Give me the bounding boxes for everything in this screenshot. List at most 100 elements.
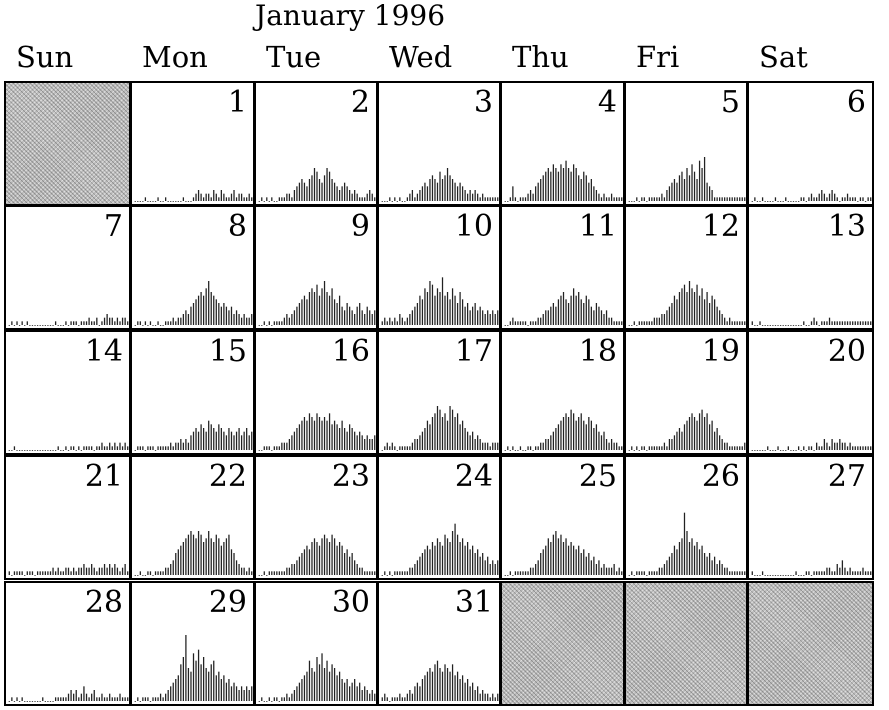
activity-bar — [343, 682, 346, 701]
activity-bar — [333, 668, 336, 701]
activity-bar — [384, 201, 386, 202]
activity-bar — [298, 556, 301, 575]
activity-bar — [341, 186, 343, 201]
activity-bar — [429, 424, 431, 450]
activity-bar — [429, 668, 431, 701]
activity-bar — [149, 571, 152, 575]
activity-bar — [779, 575, 782, 576]
activity-bar — [671, 182, 673, 201]
activity-bar — [492, 310, 494, 325]
activity-bar — [454, 182, 456, 201]
activity-bar — [494, 442, 496, 450]
activity-bar — [101, 321, 103, 325]
activity-bar — [205, 193, 207, 201]
activity-bar — [159, 325, 162, 326]
activity-bar — [688, 281, 691, 325]
activity-bar — [409, 690, 411, 701]
activity-bar — [159, 571, 162, 575]
activity-bar — [343, 553, 346, 575]
activity-bar — [213, 542, 215, 575]
activity-bar — [248, 193, 250, 201]
activity-bar — [52, 325, 54, 326]
activity-bar — [273, 201, 275, 202]
activity-bar — [263, 201, 265, 202]
activity-bar — [864, 321, 867, 325]
activity-bar — [391, 442, 393, 450]
activity-bar — [466, 542, 469, 575]
activity-bar — [258, 575, 260, 576]
activity-bar — [800, 325, 802, 326]
activity-sparkline — [751, 317, 872, 326]
activity-bar — [764, 575, 766, 576]
activity-bar — [152, 697, 154, 701]
activity-bar — [286, 442, 288, 450]
activity-bar — [454, 417, 456, 450]
activity-bar — [356, 193, 358, 201]
activity-bar — [276, 201, 278, 202]
activity-bar — [215, 431, 217, 450]
activity-bar — [175, 679, 177, 701]
activity-bar — [185, 538, 187, 575]
activity-bar — [416, 682, 419, 701]
activity-bar — [238, 314, 240, 325]
activity-bar — [361, 690, 363, 701]
activity-bar — [313, 671, 316, 701]
activity-bar — [215, 193, 217, 201]
activity-bar — [756, 201, 759, 202]
activity-bar — [75, 450, 77, 451]
activity-bar — [656, 197, 658, 201]
activity-bar — [474, 303, 476, 325]
activity-bar — [261, 325, 263, 326]
activity-bar — [555, 306, 557, 325]
activity-bar — [286, 567, 288, 575]
activity-bar — [701, 168, 703, 201]
activity-bar — [844, 197, 846, 201]
activity-bar — [726, 442, 728, 450]
activity-bar — [517, 321, 519, 325]
activity-bar — [524, 571, 527, 575]
activity-bar — [831, 190, 833, 201]
activity-bar — [772, 325, 774, 326]
activity-bar — [792, 325, 795, 326]
activity-bar — [754, 450, 756, 451]
activity-bar — [414, 306, 416, 325]
activity-bar — [831, 439, 833, 450]
activity-bar — [170, 201, 172, 202]
activity-bar — [736, 197, 738, 201]
activity-bar — [268, 446, 270, 450]
activity-bar — [867, 446, 869, 450]
activity-bar — [444, 175, 446, 201]
activity-bar — [142, 446, 144, 450]
activity-bar — [613, 564, 615, 575]
activity-bar — [603, 193, 605, 201]
activity-bar — [233, 435, 235, 450]
activity-bar — [396, 201, 398, 202]
activity-bar — [628, 450, 630, 451]
activity-bar — [557, 171, 560, 201]
activity-bar — [172, 682, 174, 701]
activity-bar — [170, 686, 172, 701]
activity-bar — [384, 317, 386, 325]
activity-bar — [301, 179, 303, 201]
activity-bar — [504, 450, 506, 451]
activity-bar — [666, 310, 668, 325]
activity-bar — [779, 450, 782, 451]
activity-bar — [656, 317, 658, 325]
activity-bar — [208, 281, 210, 325]
activity-bar — [124, 442, 126, 450]
activity-bar — [101, 442, 103, 450]
activity-bar — [85, 693, 88, 701]
activity-bar — [44, 701, 46, 702]
activity-bar — [560, 295, 562, 325]
activity-bar — [401, 571, 403, 575]
activity-bar — [631, 571, 633, 575]
activity-bar — [228, 534, 230, 575]
day-cell-6: 6 — [747, 81, 874, 206]
activity-bar — [369, 439, 371, 450]
activity-bar — [225, 682, 228, 701]
activity-bar — [230, 306, 233, 325]
activity-bar — [588, 299, 590, 325]
activity-bar — [121, 317, 124, 325]
activity-bar — [364, 571, 366, 575]
activity-bar — [281, 197, 283, 201]
